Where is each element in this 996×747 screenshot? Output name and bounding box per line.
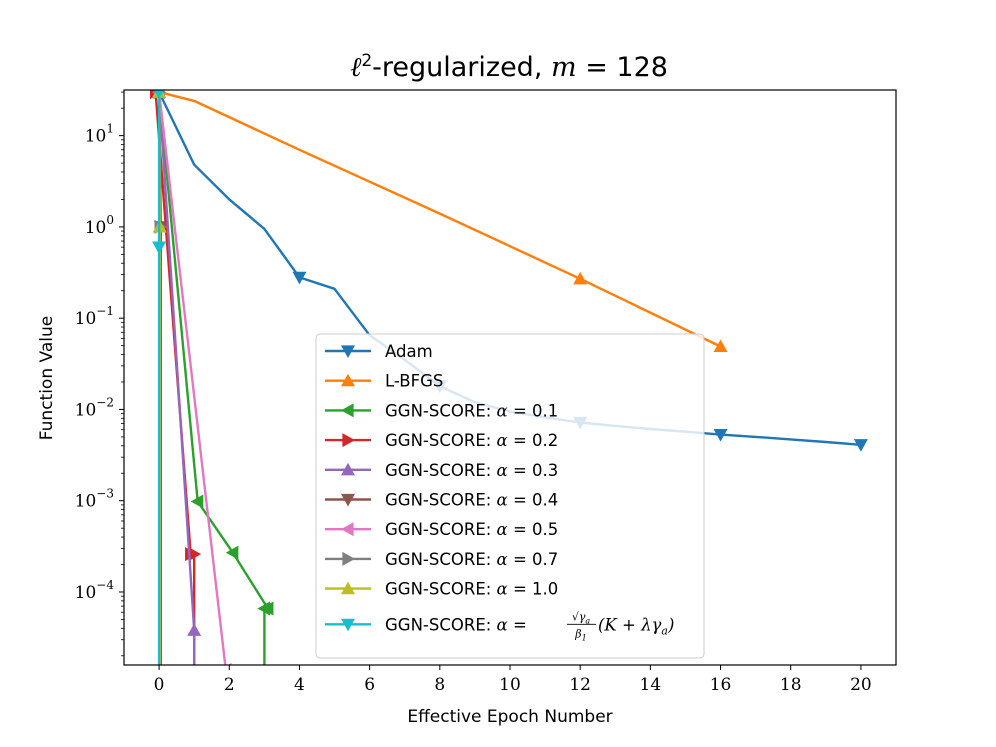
legend-entry: GGN-SCORE: α = 0.1	[325, 401, 558, 420]
legend-marker	[341, 462, 355, 476]
y-tick-label: 10−3	[75, 487, 114, 512]
plot-frame	[123, 89, 897, 666]
legend-entry: GGN-SCORE: α = 0.3	[325, 461, 558, 480]
x-tick-label: 18	[780, 675, 802, 695]
series-9	[152, 90, 167, 665]
legend-entry: GGN-SCORE: α = 0.2	[325, 431, 558, 450]
legend-fraction: √γa β1	[567, 610, 596, 642]
fraction-tail: (K + λγa)	[598, 615, 674, 637]
fraction-numerator: √γa	[572, 610, 591, 625]
legend-label: GGN-SCORE: α = 1.0	[385, 580, 558, 599]
x-tick-label: 14	[640, 675, 662, 695]
legend-box	[315, 333, 705, 659]
data-point	[225, 545, 239, 560]
x-tick-label: 0	[154, 675, 165, 695]
x-tick-label: 10	[499, 675, 521, 695]
legend-marker	[342, 433, 355, 448]
legend-marker	[341, 345, 355, 358]
data-point	[188, 547, 202, 562]
legend-label: GGN-SCORE: α = 0.3	[385, 461, 558, 480]
legend-marker	[341, 581, 355, 595]
x-tick-label: 16	[710, 675, 732, 695]
data-point	[853, 439, 868, 452]
axis-ticks: 0 2 4 6 8 10 12 14 16 18 20 101 100 10−1 10−2 10−3 10−4	[75, 91, 872, 695]
legend-label: GGN-SCORE: α = 0.1	[385, 401, 558, 420]
x-tick-label: 6	[364, 675, 375, 695]
series-line	[157, 91, 227, 665]
fraction-denominator: β1	[574, 627, 586, 642]
y-tick-label: 10−2	[75, 395, 114, 420]
series-line	[157, 91, 270, 665]
legend-label: Adam	[385, 342, 433, 361]
x-axis-label: Effective Epoch Number	[407, 707, 612, 727]
legend-marker	[341, 493, 355, 507]
y-tick-label: 10−1	[75, 304, 114, 329]
legend-label: GGN-SCORE: α = 0.2	[385, 431, 558, 450]
legend-marker	[341, 618, 355, 632]
data-point	[190, 494, 204, 509]
legend-entry: GGN-SCORE: α = 0.4	[325, 491, 558, 510]
data-point	[154, 90, 165, 100]
series-1	[152, 90, 728, 353]
chart-title: ℓ2-regularized, m = 128	[350, 51, 668, 83]
series-line	[158, 90, 722, 348]
y-tick-label: 101	[85, 122, 114, 147]
legend: Adam L-BFGS GGN-SCORE: α = 0.1 GGN-SCORE: α…	[315, 333, 705, 659]
legend-entry: L-BFGS	[325, 372, 443, 391]
x-tick-label: 4	[294, 675, 305, 695]
legend-entry: GGN-SCORE: α = 1.0	[325, 580, 558, 599]
legend-marker	[341, 403, 354, 418]
data-point	[713, 339, 728, 353]
legend-entry: GGN-SCORE: α = 0.7	[325, 550, 558, 569]
legend-marker	[341, 373, 355, 387]
x-tick-label: 8	[434, 675, 445, 695]
y-tick-label: 10−4	[75, 578, 115, 603]
legend-entry: GGN-SCORE: α = √γa β1 (K + λγa)	[325, 610, 674, 642]
legend-label: GGN-SCORE: α = 0.7	[385, 550, 558, 569]
x-tick-label: 20	[850, 675, 872, 695]
legend-label: L-BFGS	[385, 372, 443, 391]
legend-marker	[342, 551, 355, 566]
series-layer	[149, 90, 868, 665]
y-axis-label: Function Value	[37, 316, 57, 440]
legend-entry: Adam	[325, 342, 433, 361]
data-point	[257, 601, 270, 616]
data-point	[292, 271, 307, 285]
legend-label: GGN-SCORE: α = 0.5	[385, 520, 558, 539]
legend-label: GGN-SCORE: α =	[385, 615, 527, 634]
legend-entry: GGN-SCORE: α = 0.5	[325, 520, 558, 539]
data-point	[573, 271, 588, 285]
x-tick-label: 12	[569, 675, 591, 695]
y-tick-label: 100	[85, 213, 114, 238]
data-point	[152, 241, 167, 255]
legend-marker	[341, 522, 354, 537]
data-point	[187, 623, 202, 636]
legend-label: GGN-SCORE: α = 0.4	[385, 491, 558, 510]
x-tick-label: 2	[224, 675, 235, 695]
data-point	[713, 429, 728, 442]
